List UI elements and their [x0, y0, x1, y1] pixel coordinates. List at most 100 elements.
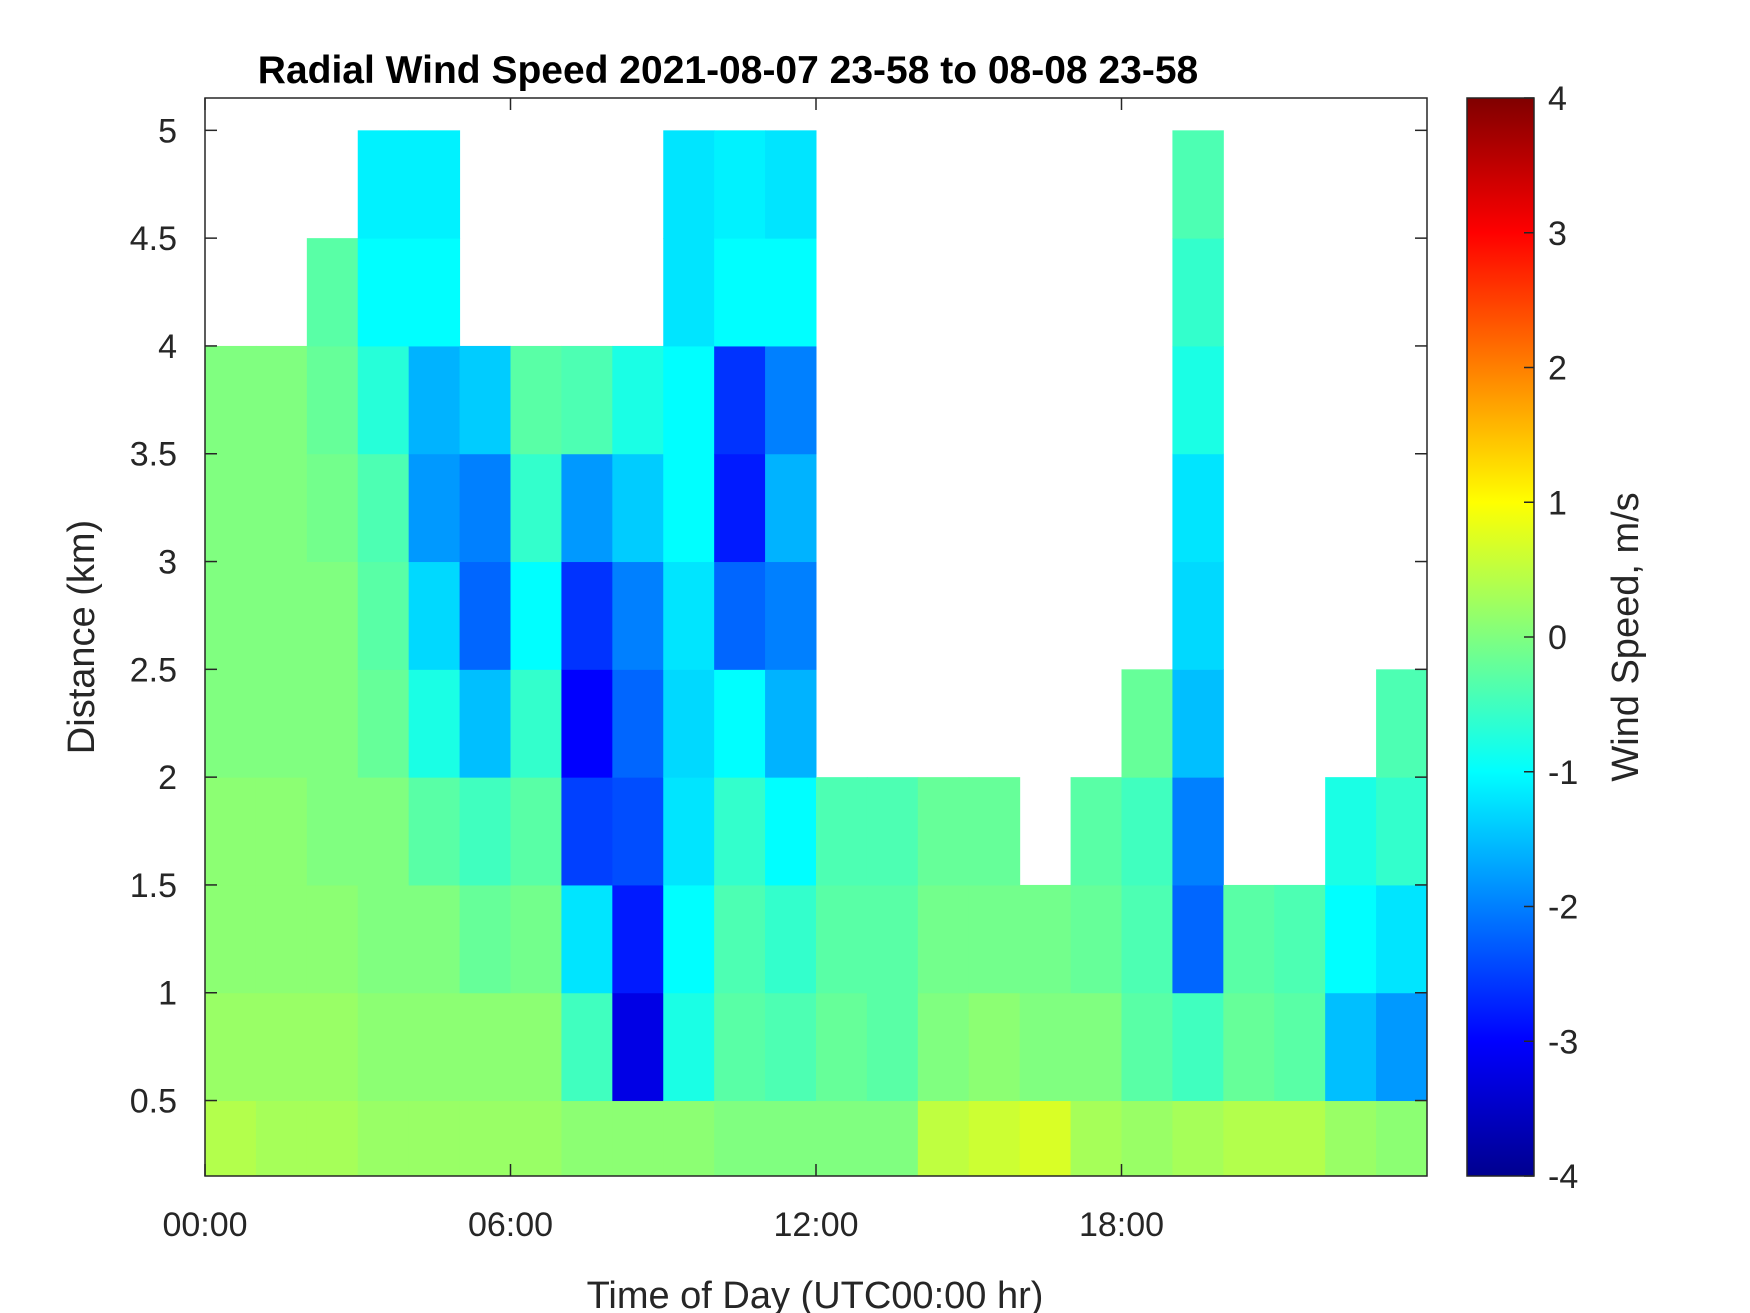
heatmap-cell	[1376, 777, 1428, 886]
heatmap-cell	[1376, 884, 1428, 994]
y-tick-label: 1	[158, 975, 177, 1013]
heatmap-cell	[714, 992, 766, 1102]
heatmap-cell	[612, 561, 664, 670]
heatmap-cell	[1019, 992, 1072, 1102]
heatmap-plot-area	[205, 98, 1428, 1177]
heatmap-cell	[205, 669, 257, 778]
heatmap-cell	[663, 238, 715, 347]
heatmap-cell	[306, 777, 359, 886]
heatmap-cell	[408, 561, 461, 670]
heatmap-cell	[1019, 1100, 1072, 1177]
heatmap-cell	[714, 561, 766, 670]
heatmap-cell	[765, 345, 817, 455]
heatmap-cell	[1223, 1100, 1275, 1177]
heatmap-cell	[408, 1100, 461, 1177]
heatmap-cell	[765, 453, 817, 563]
heatmap-cell	[1121, 669, 1173, 778]
heatmap-cell	[816, 992, 868, 1102]
heatmap-cell	[205, 884, 257, 994]
heatmap-cell	[205, 1100, 257, 1177]
heatmap-cell	[866, 1100, 919, 1177]
colorbar-label: Wind Speed, m/s	[1605, 492, 1647, 781]
heatmap-cell	[408, 777, 461, 886]
y-tick-label: 2.5	[130, 651, 177, 689]
heatmap-cell	[255, 992, 308, 1102]
heatmap-cell	[1274, 992, 1326, 1102]
heatmap-cell	[866, 992, 919, 1102]
heatmap-cell	[205, 777, 257, 886]
y-tick-label: 4.5	[130, 220, 177, 258]
heatmap-cell	[510, 669, 562, 778]
x-axis: 00:00 06:00 12:00 18:00	[162, 98, 1164, 1244]
heatmap-cell	[816, 1100, 868, 1177]
heatmap-cell	[765, 1100, 817, 1177]
heatmap-cell	[408, 992, 461, 1102]
plot-frame	[204, 97, 1428, 1177]
heatmap-cell	[205, 992, 257, 1102]
heatmap-cell	[408, 238, 461, 347]
heatmap-cell	[765, 992, 817, 1102]
chart-title: Radial Wind Speed 2021-08-07 23-58 to 08…	[258, 49, 1198, 92]
heatmap-cell	[561, 669, 613, 778]
y-axis-label: Distance (km)	[61, 520, 103, 754]
heatmap-cell	[459, 345, 511, 455]
heatmap-cell	[306, 561, 359, 670]
heatmap-cell	[714, 669, 766, 778]
heatmap-cell	[714, 777, 766, 886]
heatmap-cell	[1376, 1100, 1428, 1177]
y-tick-label: 5	[158, 112, 177, 150]
heatmap-cell	[510, 777, 562, 886]
heatmap-cell	[357, 992, 410, 1102]
x-axis-label: Time of Day (UTC00:00 hr)	[587, 1275, 1044, 1313]
colorbar-tick-label: 1	[1548, 484, 1567, 522]
heatmap-cell	[459, 777, 511, 886]
y-tick-label: 3	[158, 544, 177, 582]
x-tick-label: 12:00	[773, 1206, 858, 1244]
heatmap-cell	[561, 561, 613, 670]
heatmap-cell	[765, 238, 817, 347]
heatmap-cell	[765, 884, 817, 994]
heatmap-cell	[612, 884, 664, 994]
heatmap-cell	[968, 884, 1021, 994]
heatmap-cell	[714, 1100, 766, 1177]
heatmap-cell	[357, 561, 410, 670]
heatmap-cell	[1121, 1100, 1173, 1177]
heatmap-cell	[255, 1100, 308, 1177]
colorbar-tick-label: 0	[1548, 619, 1567, 657]
colorbar-tick-label: -3	[1548, 1023, 1578, 1061]
heatmap-cell	[765, 130, 817, 239]
heatmap-cell	[1172, 345, 1224, 455]
heatmap-cell	[612, 1100, 664, 1177]
colorbar-tick-label: -2	[1548, 889, 1578, 927]
heatmap-cell	[357, 1100, 410, 1177]
heatmap-cell	[663, 992, 715, 1102]
heatmap-cell	[255, 884, 308, 994]
heatmap-cell	[663, 453, 715, 563]
heatmap-cell	[510, 453, 562, 563]
heatmap-cell	[1070, 884, 1122, 994]
heatmap-cell	[968, 1100, 1021, 1177]
heatmap-cell	[968, 992, 1021, 1102]
heatmap-cell	[306, 992, 359, 1102]
heatmap-cell	[714, 453, 766, 563]
heatmap-cell	[1070, 777, 1122, 886]
heatmap-cell	[205, 453, 257, 563]
colorbar-tick-label: -1	[1548, 754, 1578, 792]
heatmap-cell	[408, 884, 461, 994]
heatmap-cell	[561, 345, 613, 455]
heatmap-cell	[357, 453, 410, 563]
x-tick-label: 18:00	[1079, 1206, 1164, 1244]
heatmap-cell	[255, 561, 308, 670]
heatmap-cell	[1121, 884, 1173, 994]
heatmap-cell	[1223, 992, 1275, 1102]
heatmap-cell	[1019, 884, 1072, 994]
heatmap-cell	[1070, 992, 1122, 1102]
y-tick-label: 2	[158, 759, 177, 797]
heatmap-cell	[306, 345, 359, 455]
heatmap-cell	[714, 238, 766, 347]
heatmap-cell	[1274, 884, 1326, 994]
colorbar-tick-label: -4	[1548, 1158, 1578, 1196]
heatmap-cell	[714, 345, 766, 455]
heatmap-cell	[663, 669, 715, 778]
